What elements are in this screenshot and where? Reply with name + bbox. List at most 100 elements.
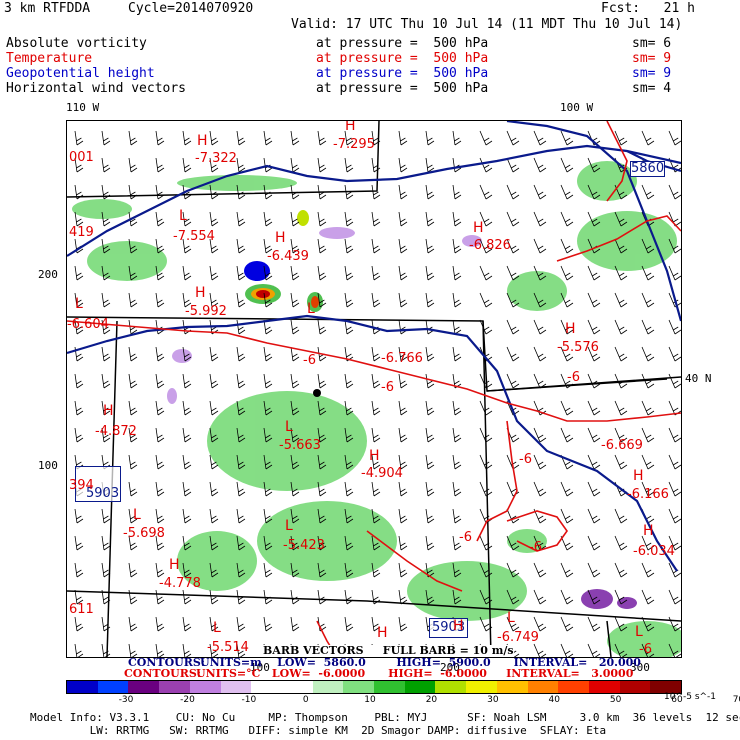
wind-barb	[182, 130, 192, 146]
colorbar-swatch	[496, 681, 528, 693]
wind-barb	[263, 508, 273, 524]
wind-barb	[371, 481, 381, 497]
wind-barb	[317, 562, 327, 578]
wind-barb	[290, 400, 300, 416]
wind-barb	[425, 400, 435, 416]
wind-barb	[614, 346, 628, 362]
wind-barb	[641, 265, 655, 281]
wind-barb	[641, 562, 655, 578]
wind-barb	[101, 373, 111, 389]
wind-barb	[533, 130, 547, 146]
wind-barb	[74, 211, 84, 227]
wind-barb	[371, 454, 381, 470]
wind-barb	[263, 562, 273, 578]
wind-barb	[587, 157, 601, 173]
edge-number-2: 419	[69, 225, 94, 240]
wind-barb	[425, 346, 435, 362]
low-marker: L	[179, 208, 187, 224]
wind-barb	[479, 130, 493, 146]
wind-barb	[290, 346, 300, 362]
wind-barb	[614, 454, 628, 470]
wind-barb	[317, 319, 327, 335]
wind-barb	[182, 211, 192, 227]
wind-barb	[101, 211, 111, 227]
field-1-sm: sm= 6	[632, 36, 672, 51]
low-marker: L	[507, 610, 515, 626]
wind-barb	[587, 535, 601, 551]
wind-barb	[155, 616, 165, 632]
wind-barb	[290, 508, 300, 524]
wind-barb	[506, 238, 520, 254]
colorbar-swatch	[159, 681, 190, 693]
wind-barb	[74, 589, 84, 605]
field-3-level: at pressure = 500 hPa	[316, 66, 489, 81]
high-marker: H	[103, 403, 114, 419]
wind-barb	[74, 346, 84, 362]
high-marker: H	[633, 468, 644, 484]
wind-barb	[479, 400, 493, 416]
colorbar-tick-label: 20	[425, 695, 438, 705]
wind-barb	[128, 373, 138, 389]
wind-barb	[641, 130, 655, 146]
temp-label: -6.439	[267, 249, 309, 264]
wind-barb	[182, 292, 192, 308]
wind-barb	[560, 589, 574, 605]
wind-barb	[290, 454, 300, 470]
grid-label-x200: 200	[440, 661, 460, 674]
edge-number-1: 001	[69, 150, 94, 165]
wind-barb	[74, 400, 84, 416]
wind-barb	[236, 346, 246, 362]
state-borders	[67, 121, 681, 657]
low-marker: L	[133, 507, 141, 523]
wind-barb	[506, 319, 520, 335]
wind-barb	[155, 346, 165, 362]
wind-barb	[398, 211, 408, 227]
field-3-sm: sm= 9	[632, 66, 672, 81]
wind-barb	[128, 265, 138, 281]
wind-barb	[452, 184, 462, 200]
wind-barb	[344, 427, 354, 443]
wind-barb	[236, 292, 246, 308]
wind-barb	[533, 616, 547, 632]
wind-barb	[74, 562, 84, 578]
wind-barb	[479, 535, 493, 551]
high-marker: H	[473, 220, 484, 236]
wind-barb	[533, 454, 547, 470]
wind-barb	[155, 265, 165, 281]
grid-label-x100: 100	[250, 661, 270, 674]
wind-barb	[560, 427, 574, 443]
temp-label: -6.034	[633, 544, 675, 559]
temp-label: -7.322	[195, 151, 237, 166]
wind-barb	[560, 346, 574, 362]
wind-barb	[587, 454, 601, 470]
low-marker: L	[75, 296, 83, 312]
temp-label: -6	[529, 540, 542, 555]
high-marker: H	[169, 557, 180, 573]
wind-barb	[425, 184, 435, 200]
wind-barb	[74, 292, 84, 308]
wind-barb	[668, 373, 681, 389]
model-info-line-1: Model Info: V3.3.1 CU: No Cu MP: Thompso…	[30, 711, 740, 724]
wind-barb	[587, 211, 601, 227]
wind-barb	[263, 481, 273, 497]
wind-barb	[155, 643, 165, 657]
wind-barb	[533, 238, 547, 254]
wind-barb	[74, 535, 84, 551]
wind-barb	[155, 211, 165, 227]
wind-barb	[344, 130, 354, 146]
temp-label: -5.992	[185, 304, 227, 319]
colorbar-tick-label: 60	[671, 695, 683, 705]
wind-barb	[128, 535, 138, 551]
wind-barb	[209, 157, 219, 173]
wind-barb	[452, 265, 462, 281]
wind-barb	[398, 292, 408, 308]
wind-barb	[182, 616, 192, 632]
wind-barb	[155, 427, 165, 443]
wind-barb	[263, 130, 273, 146]
wind-barb	[506, 589, 520, 605]
high-marker: H	[275, 230, 286, 246]
wind-barb	[614, 238, 628, 254]
wind-barb	[155, 508, 165, 524]
colorbar-swatch	[435, 681, 467, 693]
temp-label: -7.295	[333, 137, 375, 152]
